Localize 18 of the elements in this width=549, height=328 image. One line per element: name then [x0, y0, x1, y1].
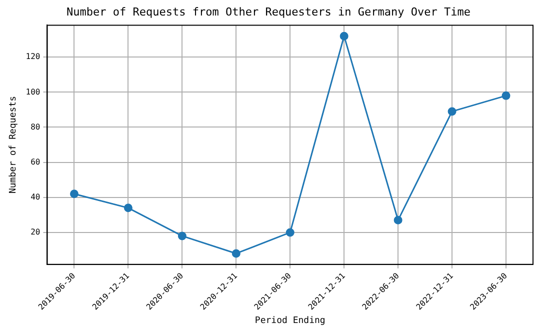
point [286, 228, 294, 237]
point [70, 190, 78, 198]
point [448, 107, 456, 116]
x-axis-title: Period Ending [254, 316, 326, 326]
chart-title: Number of Requests from Other Requesters in Germany Over Time [66, 5, 470, 18]
point [124, 204, 132, 212]
y-tick-label: 20 [30, 228, 40, 237]
y-tick-label: 120 [26, 52, 40, 62]
y-tick-label: 40 [30, 192, 40, 202]
point [394, 216, 402, 224]
point [340, 32, 348, 40]
y-tick-label: 100 [26, 87, 40, 96]
y-tick-label: 60 [30, 157, 40, 166]
y-tick-label: 80 [30, 122, 40, 132]
y-axis-title: Number of Requests [8, 96, 19, 194]
point [502, 91, 510, 100]
point [178, 232, 186, 240]
point [232, 249, 240, 258]
